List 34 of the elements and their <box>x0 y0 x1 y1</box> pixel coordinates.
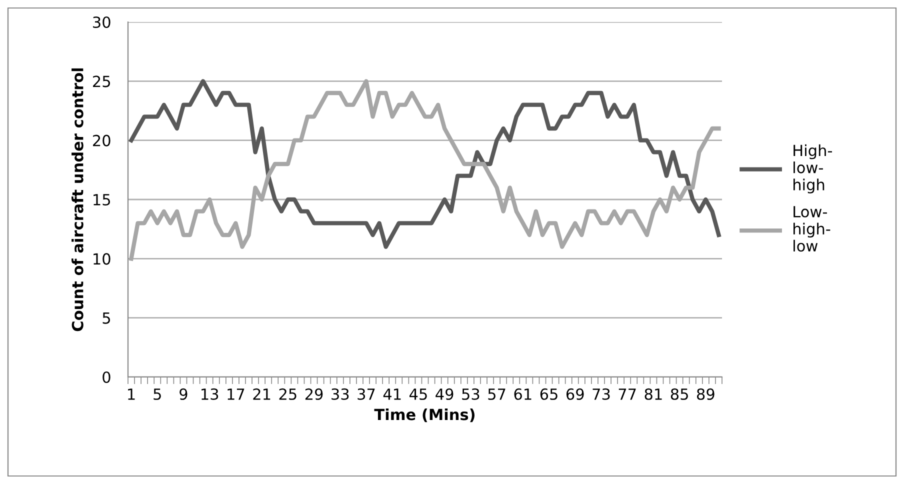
y-tick-label: 0 <box>102 371 110 384</box>
y-tick-label: 20 <box>93 134 110 146</box>
x-tick-label: 29 <box>305 388 323 400</box>
x-tick-label: 33 <box>332 388 349 400</box>
y-tick-label: 25 <box>93 76 110 88</box>
x-tick-label: 61 <box>514 388 532 400</box>
y-axis-title: Count of aircraft under control <box>72 68 84 332</box>
x-tick-label: 21 <box>253 388 270 400</box>
x-axis-title: Time (Mins) <box>374 408 474 422</box>
x-tick-label: 57 <box>488 388 506 400</box>
x-tick-label: 1 <box>128 388 135 400</box>
x-tick-label: 73 <box>592 388 610 400</box>
x-tick-label: 85 <box>670 388 688 400</box>
x-tick-label: 45 <box>410 388 427 400</box>
x-tick-label: 5 <box>154 388 161 400</box>
x-tick-label: 89 <box>696 388 714 400</box>
legend-label: High-low-high <box>793 144 832 194</box>
y-tick-label: 15 <box>94 194 110 206</box>
x-tick-label: 53 <box>462 388 480 400</box>
x-tick-label: 37 <box>358 388 375 400</box>
x-tick-label: 81 <box>644 388 662 400</box>
x-tick-label: 65 <box>540 388 558 400</box>
x-tick-label: 41 <box>383 388 401 400</box>
x-tick-label: 69 <box>566 388 584 400</box>
x-tick-label: 49 <box>436 388 454 400</box>
x-tick-label: 17 <box>228 388 244 400</box>
y-tick-label: 10 <box>94 253 110 265</box>
x-tick-label: 25 <box>279 388 296 400</box>
y-tick-label: 30 <box>93 16 110 28</box>
y-tick-label: 5 <box>102 312 110 324</box>
x-tick-label: 77 <box>618 388 636 400</box>
x-tick-label: 13 <box>202 388 218 400</box>
legend-label: Low-high-low <box>793 206 830 252</box>
x-tick-label: 9 <box>180 388 188 400</box>
